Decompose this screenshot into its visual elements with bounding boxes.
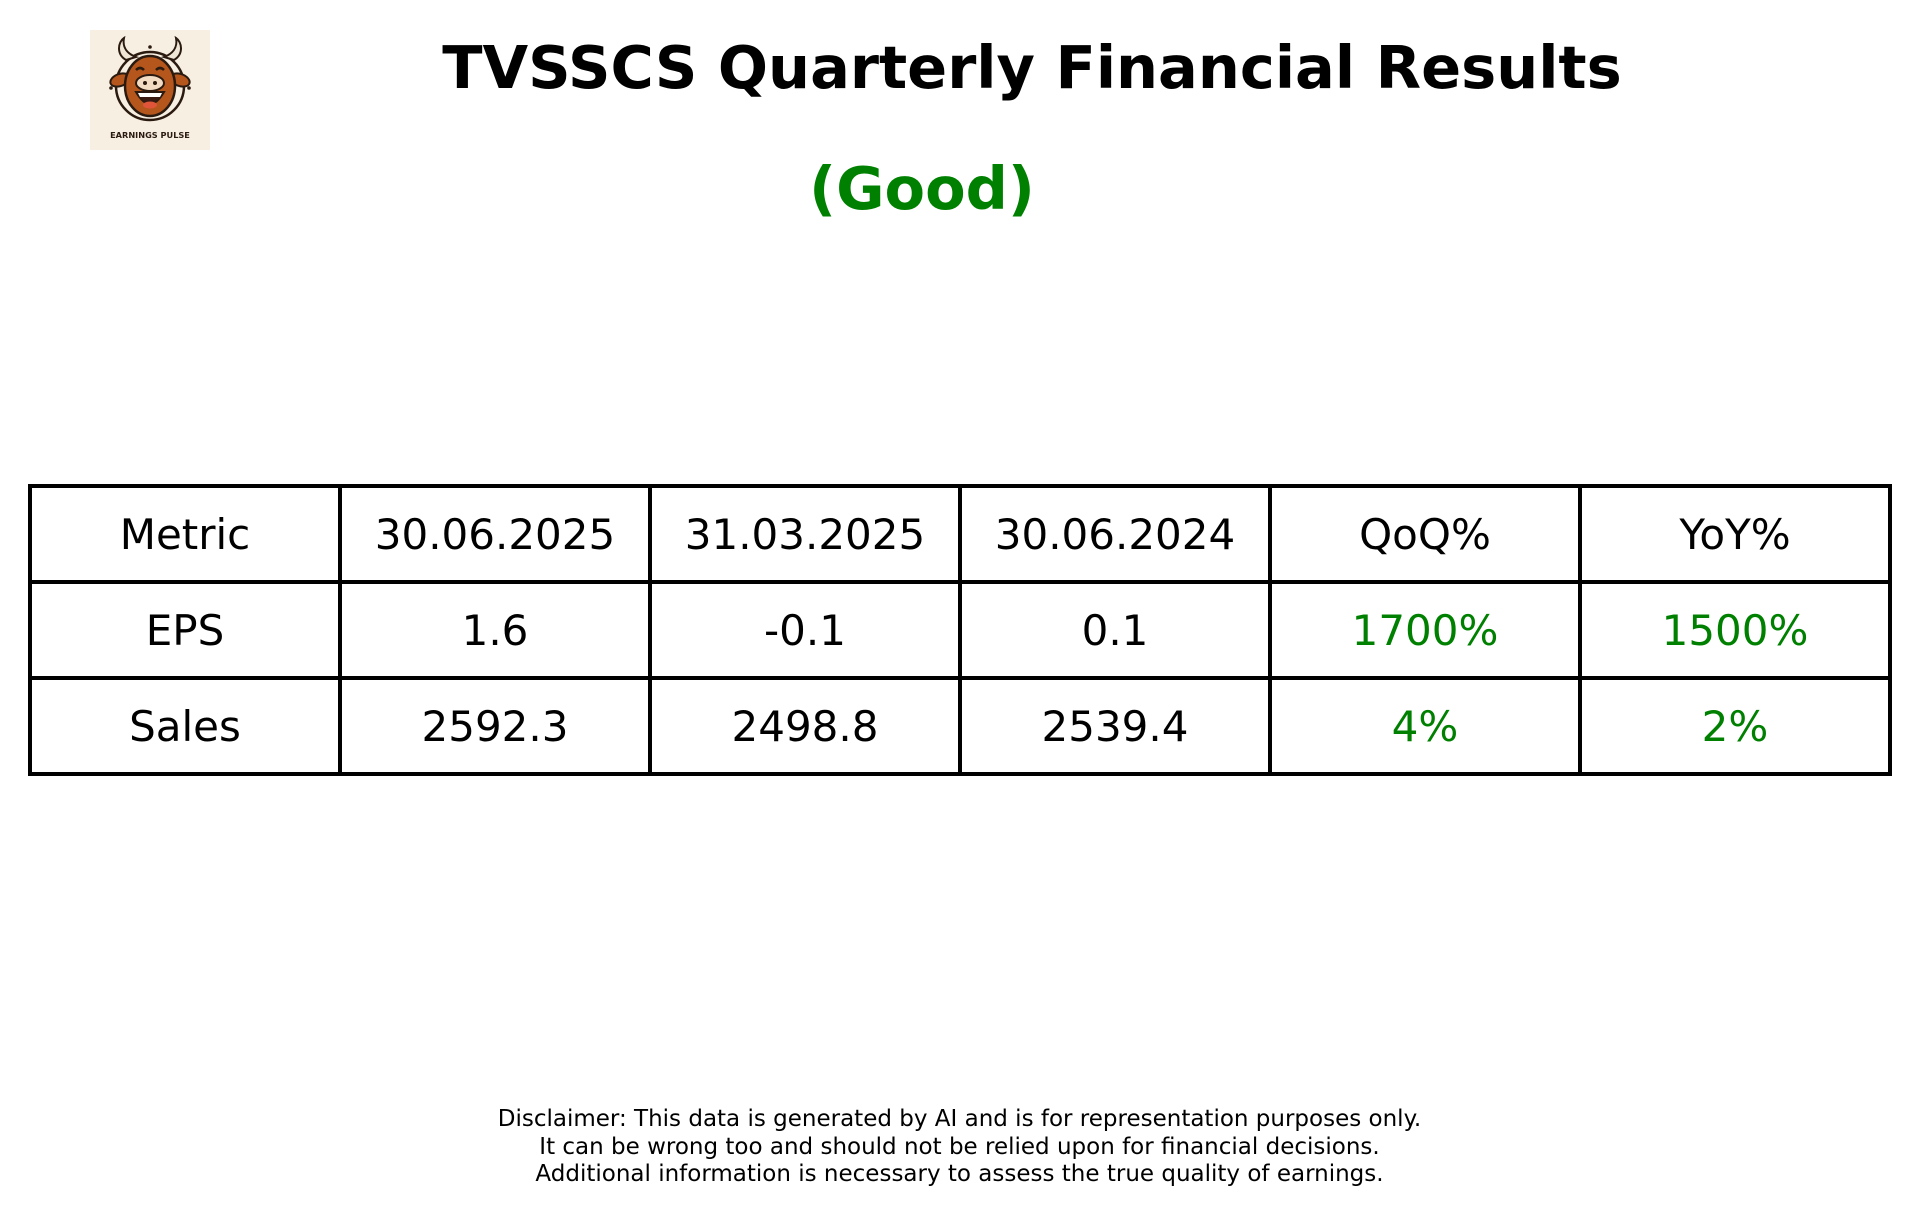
value-previous-quarter: 2498.8 bbox=[648, 676, 962, 776]
qoq-change: 4% bbox=[1268, 676, 1582, 776]
yoy-change: 1500% bbox=[1578, 580, 1892, 680]
value-year-ago-quarter: 0.1 bbox=[958, 580, 1272, 680]
bull-mascot-icon: EARNINGS PULSE bbox=[90, 30, 210, 150]
page-title: TVSSCS Quarterly Financial Results bbox=[442, 33, 1622, 102]
svg-text:EARNINGS PULSE: EARNINGS PULSE bbox=[110, 130, 190, 140]
table-header-row: Metric 30.06.2025 31.03.2025 30.06.2024 … bbox=[28, 484, 1892, 584]
disclaimer-line: Additional information is necessary to a… bbox=[535, 1161, 1384, 1187]
table-row-eps: EPS 1.6 -0.1 0.1 1700% 1500% bbox=[28, 580, 1892, 680]
disclaimer-line: It can be wrong too and should not be re… bbox=[539, 1133, 1380, 1160]
column-header-year-ago-quarter: 30.06.2024 bbox=[958, 484, 1272, 584]
table-row-sales: Sales 2592.3 2498.8 2539.4 4% 2% bbox=[28, 676, 1892, 776]
qoq-change: 1700% bbox=[1268, 580, 1582, 680]
financial-results-table: Metric 30.06.2025 31.03.2025 30.06.2024 … bbox=[28, 484, 1892, 776]
earnings-pulse-logo: EARNINGS PULSE bbox=[90, 30, 210, 150]
value-current-quarter: 1.6 bbox=[338, 580, 652, 680]
value-year-ago-quarter: 2539.4 bbox=[958, 676, 1272, 776]
column-header-metric: Metric bbox=[28, 484, 342, 584]
rating-label: (Good) bbox=[809, 154, 1035, 223]
yoy-change: 2% bbox=[1578, 676, 1892, 776]
column-header-previous-quarter: 31.03.2025 bbox=[648, 484, 962, 584]
column-header-qoq: QoQ% bbox=[1268, 484, 1582, 584]
value-current-quarter: 2592.3 bbox=[338, 676, 652, 776]
column-header-yoy: YoY% bbox=[1578, 484, 1892, 584]
column-header-current-quarter: 30.06.2025 bbox=[338, 484, 652, 584]
disclaimer-line: Disclaimer: This data is generated by AI… bbox=[497, 1106, 1422, 1132]
metric-name: Sales bbox=[28, 676, 342, 776]
disclaimer: Disclaimer: This data is generated by AI… bbox=[0, 1106, 1919, 1189]
metric-name: EPS bbox=[28, 580, 342, 680]
value-previous-quarter: -0.1 bbox=[648, 580, 962, 680]
